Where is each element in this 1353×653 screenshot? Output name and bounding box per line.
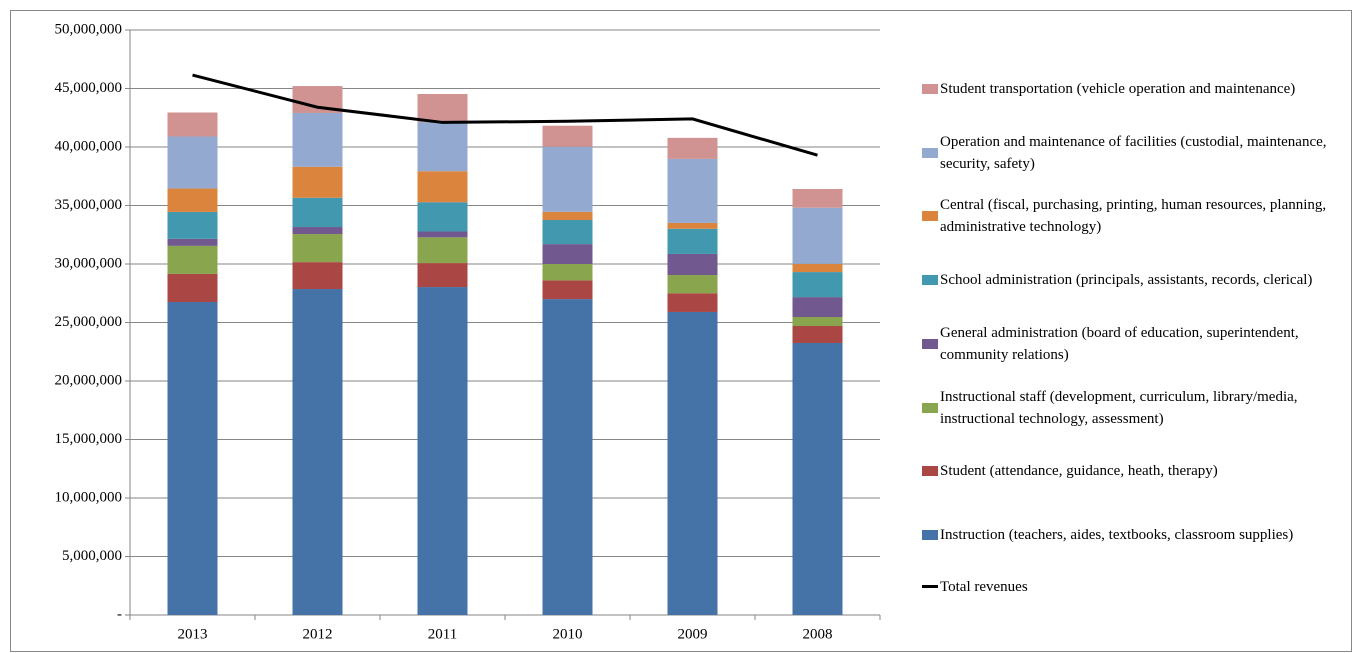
bar <box>792 317 843 327</box>
legend-swatch <box>922 338 938 349</box>
bar <box>292 262 343 290</box>
bar <box>292 227 343 235</box>
bar <box>667 228 718 254</box>
chart-border <box>10 10 1352 652</box>
bar <box>167 273 218 303</box>
x-tick-label: 2011 <box>428 626 457 642</box>
legend-item: Instructional staff (development, curric… <box>922 386 1347 430</box>
bar <box>292 197 343 228</box>
legend-label: Student (attendance, guidance, heath, th… <box>940 463 1218 480</box>
legend-swatch <box>922 84 938 94</box>
bar <box>167 245 218 274</box>
bar <box>542 264 593 281</box>
legend-swatch <box>922 211 938 222</box>
legend-label: Student transportation (vehicle operatio… <box>940 81 1296 97</box>
bar <box>667 293 718 312</box>
bar <box>292 166 343 198</box>
legend-item: Instruction (teachers, aides, textbooks,… <box>922 524 1347 546</box>
x-tick-label: 2010 <box>553 626 583 642</box>
bar <box>542 244 593 264</box>
bar <box>667 137 718 159</box>
bar <box>417 171 468 203</box>
y-tick-label: - <box>117 606 122 622</box>
bar <box>167 302 218 615</box>
x-tick-label: 2012 <box>303 626 333 642</box>
legend-swatch <box>922 402 938 413</box>
legend-label: Operation and maintenance of facilities … <box>940 133 1327 172</box>
bar <box>167 136 218 189</box>
legend-swatch <box>922 275 938 286</box>
legend-label: General administration (board of educati… <box>940 324 1299 363</box>
bar <box>792 263 843 273</box>
legend-item: Student (attendance, guidance, heath, th… <box>922 460 1347 482</box>
bar <box>167 238 218 246</box>
bar <box>542 125 593 147</box>
bar <box>292 289 343 615</box>
y-tick-label: 5,000,000 <box>62 548 122 564</box>
bar <box>292 234 343 263</box>
bar <box>792 189 843 208</box>
bar <box>667 222 718 229</box>
bar <box>167 211 218 239</box>
legend-label: Central (fiscal, purchasing, printing, h… <box>940 197 1327 236</box>
bar <box>167 112 218 137</box>
bar <box>792 326 843 343</box>
y-tick-label: 25,000,000 <box>55 314 123 330</box>
bar <box>542 299 593 615</box>
x-tick-label: 2008 <box>803 626 833 642</box>
bar <box>542 211 593 221</box>
legend-label: Total revenues <box>940 578 1028 595</box>
bar <box>417 237 468 264</box>
bar <box>542 220 593 245</box>
bar <box>792 342 843 615</box>
x-tick-label: 2013 <box>178 626 208 642</box>
legend-item: School administration (principals, assis… <box>922 269 1347 291</box>
legend-item: Student transportation (vehicle operatio… <box>922 78 1347 100</box>
legend-item: Total revenues <box>922 576 1347 598</box>
bar <box>667 311 718 615</box>
bar <box>792 272 843 298</box>
bar <box>542 280 593 300</box>
legend-item: General administration (board of educati… <box>922 322 1347 366</box>
bar <box>417 287 468 615</box>
y-tick-label: 35,000,000 <box>55 197 123 213</box>
bar <box>792 297 843 318</box>
bar <box>417 263 468 288</box>
legend-swatch <box>922 585 938 589</box>
y-tick-label: 20,000,000 <box>55 372 123 388</box>
bar <box>667 158 718 223</box>
legend-label: Instructional staff (development, curric… <box>940 388 1298 427</box>
bar <box>417 202 468 232</box>
legend-swatch <box>922 529 938 540</box>
bar <box>292 112 343 167</box>
y-tick-label: 40,000,000 <box>55 138 123 154</box>
legend-label: School administration (principals, assis… <box>940 272 1313 289</box>
y-tick-label: 15,000,000 <box>55 431 123 447</box>
bar <box>667 274 718 294</box>
x-tick-label: 2009 <box>678 626 708 642</box>
y-tick-label: 45,000,000 <box>55 80 123 96</box>
bar <box>417 122 468 172</box>
legend-label: Instruction (teachers, aides, textbooks,… <box>940 526 1294 543</box>
y-tick-label: 10,000,000 <box>55 489 123 505</box>
legend-item: Operation and maintenance of facilities … <box>922 131 1347 175</box>
y-tick-label: 30,000,000 <box>55 255 123 271</box>
legend-swatch <box>922 147 938 158</box>
y-tick-label: 50,000,000 <box>55 21 123 37</box>
bar <box>542 146 593 212</box>
line <box>192 73 818 157</box>
bar <box>667 253 718 275</box>
bar <box>792 207 843 264</box>
bar <box>167 188 218 212</box>
legend-item: Central (fiscal, purchasing, printing, h… <box>922 194 1347 238</box>
bar <box>417 93 468 123</box>
bar <box>417 231 468 238</box>
legend-swatch <box>922 466 938 477</box>
